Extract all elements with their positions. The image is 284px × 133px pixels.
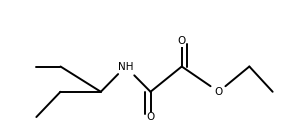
Text: O: O bbox=[178, 36, 186, 46]
Text: O: O bbox=[146, 112, 155, 122]
Text: NH: NH bbox=[118, 61, 133, 72]
Text: O: O bbox=[214, 87, 223, 97]
